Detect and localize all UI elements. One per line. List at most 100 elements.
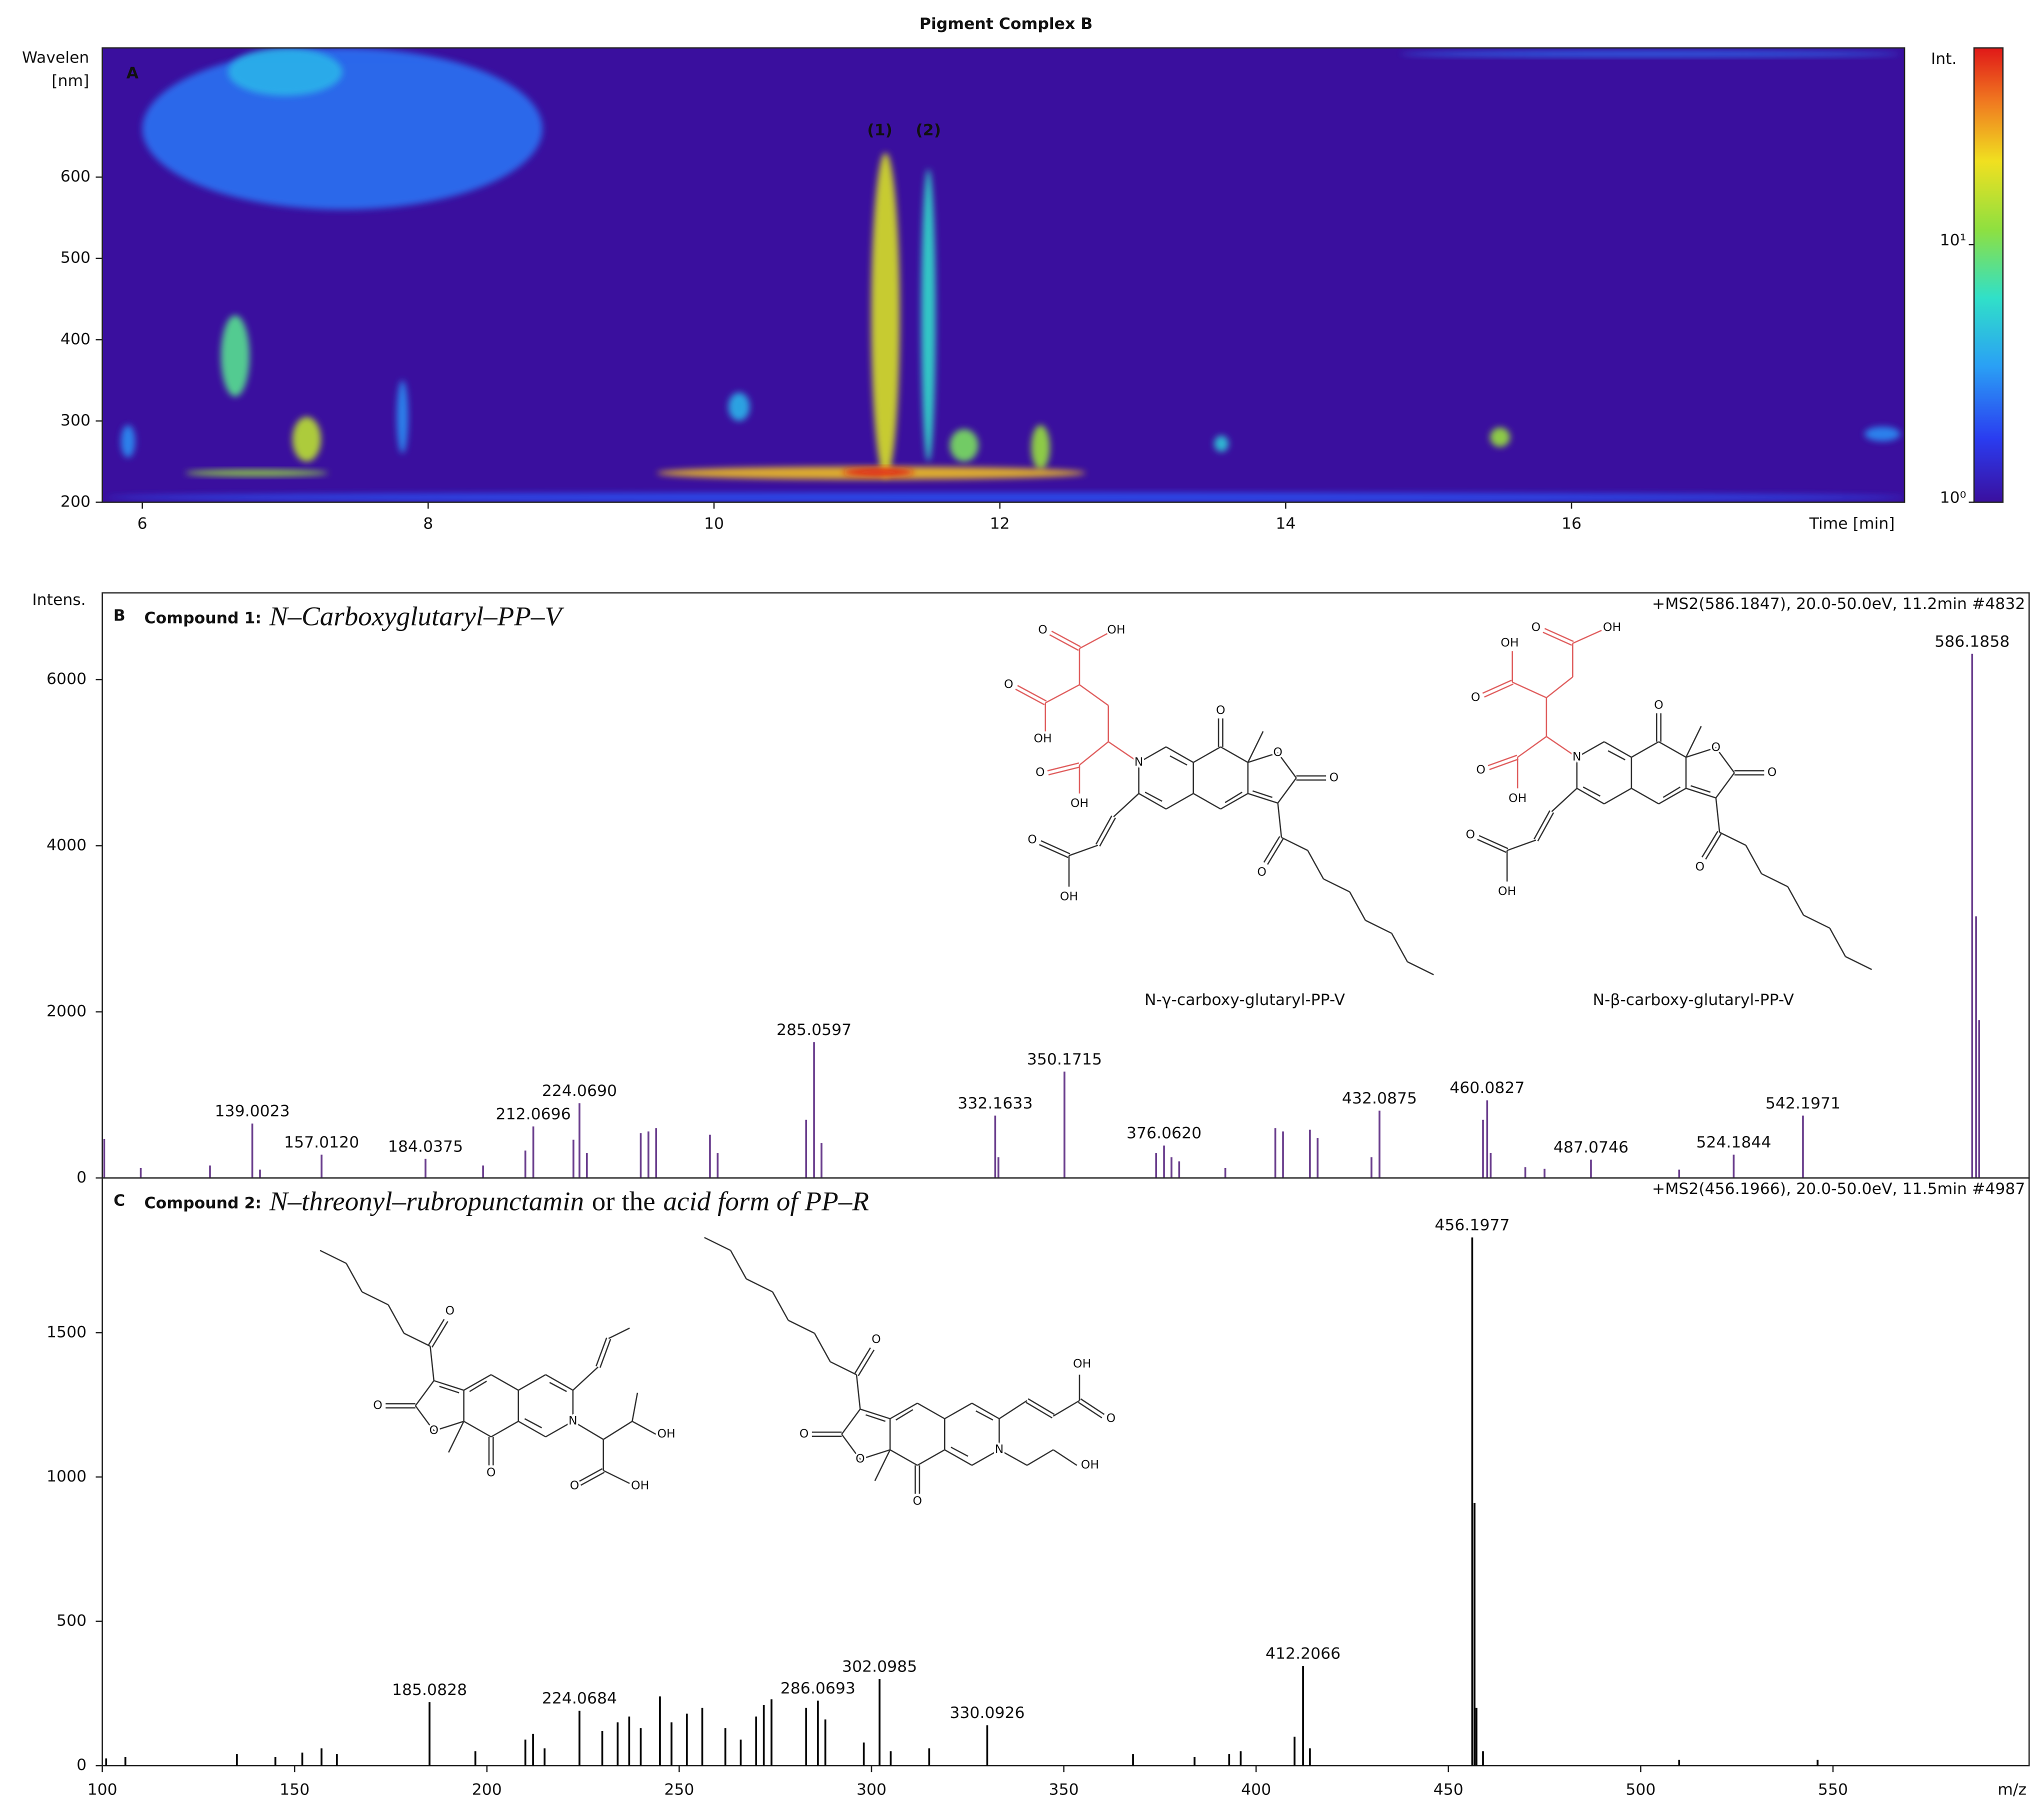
- bond: [1170, 755, 1188, 766]
- bond: [1845, 956, 1872, 970]
- atom-label: O: [1466, 827, 1475, 841]
- peak-label: 487.0746: [1554, 1138, 1628, 1156]
- bond: [1719, 832, 1746, 846]
- atom-label: OH: [1073, 1356, 1091, 1370]
- x-tick-label: 12: [990, 515, 1010, 533]
- intensity-spot: [142, 48, 543, 210]
- bond: [704, 1236, 731, 1252]
- bond: [1277, 778, 1297, 804]
- peak-label: 184.0375: [388, 1138, 463, 1156]
- bond: [1715, 747, 1735, 774]
- intensity-spot: [1214, 436, 1229, 452]
- y-tick-label: 400: [60, 330, 90, 348]
- chemical-structure: N O O O O O OH O OH O OH O OH N-γ-carboxy-glutaryl-PP…: [1002, 620, 1434, 1009]
- x-tick-label: 10: [704, 515, 724, 533]
- bond: [972, 1402, 1000, 1420]
- bond: [1686, 747, 1716, 758]
- structure-caption: N-γ-carboxy-glutaryl-PP-V: [1144, 991, 1346, 1009]
- bond: [972, 1449, 1000, 1466]
- bond: [998, 1449, 1028, 1466]
- bond: [1052, 1400, 1080, 1417]
- colorbar-label: Int.: [1931, 50, 1957, 68]
- bond: [1576, 788, 1604, 804]
- title-segment: N–Carboxyglutaryl–PP–V: [269, 600, 564, 631]
- atom-label: O: [1004, 677, 1014, 691]
- bond: [1745, 844, 1762, 874]
- chart-title: Pigment Complex B: [920, 15, 1092, 33]
- bond: [841, 1434, 861, 1460]
- intensity-spot: [396, 380, 408, 454]
- bond: [1079, 741, 1109, 766]
- y-axis-label: Intens.: [32, 591, 86, 609]
- x-tick-label: 150: [280, 1781, 310, 1799]
- peak-label: 412.2066: [1266, 1645, 1340, 1663]
- peak-label: 456.1977: [1434, 1216, 1510, 1234]
- y-tick-label: 300: [60, 412, 90, 430]
- atom-label: OH: [1081, 1458, 1099, 1472]
- x-tick-label: 200: [472, 1781, 502, 1799]
- bond: [1608, 750, 1626, 760]
- atom-label: O: [486, 1466, 496, 1480]
- bond: [1701, 830, 1718, 858]
- y-tick-label: 4000: [46, 836, 86, 854]
- x-tick-label: 300: [856, 1781, 886, 1799]
- bond: [1489, 758, 1519, 770]
- bond: [730, 1250, 747, 1280]
- intensity-spot: [1490, 427, 1510, 447]
- bond: [1252, 790, 1273, 798]
- bond: [1028, 1398, 1055, 1415]
- chemical-structure: N O O O O OH OH O: [704, 1236, 1118, 1510]
- peak-label: 460.0827: [1450, 1079, 1524, 1097]
- bond: [814, 1332, 831, 1362]
- bond: [1604, 788, 1632, 804]
- bond: [1277, 752, 1297, 778]
- bond: [1263, 836, 1280, 863]
- bond: [890, 1449, 918, 1466]
- atom-label: O: [1038, 622, 1048, 636]
- chemical-structure: N O O O O O OH O OH O OH O OH N-β-carboxy-glutaryl-PP…: [1464, 618, 1872, 1009]
- intensity-spot: [228, 48, 342, 96]
- y-tick-label: 600: [60, 168, 90, 186]
- bond: [1715, 798, 1720, 832]
- bond: [1026, 1449, 1054, 1466]
- bond: [599, 1338, 612, 1368]
- bond: [788, 1320, 815, 1334]
- intensity-spot: [220, 315, 250, 397]
- x-tick-label: 100: [88, 1781, 118, 1799]
- y-tick-label: 6000: [46, 670, 86, 688]
- bond: [1108, 741, 1140, 763]
- peak-label: 185.0828: [392, 1681, 467, 1699]
- atom-label: OH: [1500, 636, 1518, 650]
- bond: [463, 1374, 492, 1391]
- atom-label: O: [1768, 765, 1777, 779]
- atom-label: O: [1106, 1411, 1116, 1425]
- bond: [1407, 961, 1434, 976]
- y-tick-label: 0: [76, 1756, 86, 1774]
- bond: [632, 1420, 656, 1435]
- peak-label: 542.1971: [1766, 1094, 1840, 1112]
- bond: [1829, 928, 1846, 957]
- plot-frame: [102, 1177, 2030, 1766]
- title-segment: N–threonyl–rubropunctamin: [269, 1186, 584, 1216]
- bond: [603, 1470, 630, 1484]
- bond: [1138, 746, 1166, 763]
- bond: [572, 1420, 604, 1440]
- heatmap: [106, 48, 1905, 502]
- bond: [1658, 741, 1686, 758]
- atom-label: OH: [1070, 796, 1088, 810]
- bond: [1078, 1402, 1102, 1418]
- peak-label: 139.0023: [215, 1102, 290, 1120]
- peak-label: 524.1844: [1696, 1134, 1771, 1152]
- bond: [1247, 731, 1264, 763]
- bond: [1391, 932, 1408, 962]
- colorbar-tick-label: 10¹: [1940, 232, 1966, 250]
- bond: [860, 1449, 890, 1460]
- bond: [1551, 788, 1578, 812]
- bond: [1787, 886, 1804, 916]
- subtitle: +MS2(456.1966), 20.0-50.0eV, 11.5min #49…: [1652, 1180, 2026, 1198]
- atom-label: N: [568, 1414, 578, 1428]
- bond: [1307, 850, 1324, 880]
- structure-caption: N-β-carboxy-glutaryl-PP-V: [1592, 991, 1794, 1009]
